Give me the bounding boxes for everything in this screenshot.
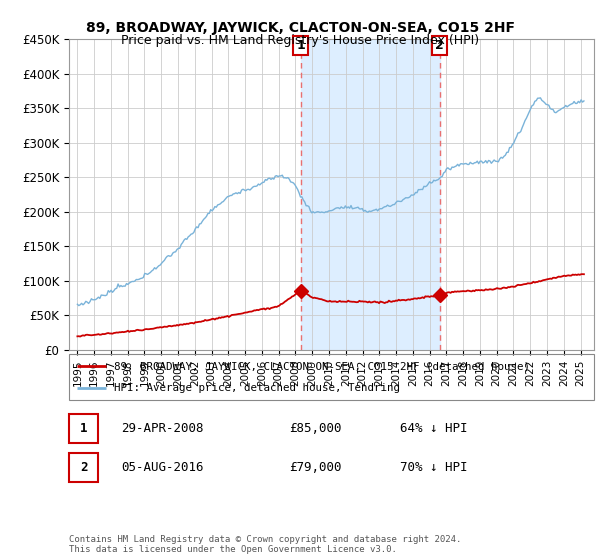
Text: 29-APR-2008: 29-APR-2008 xyxy=(121,422,204,435)
Text: 2: 2 xyxy=(436,39,444,52)
Text: 89, BROADWAY, JAYWICK, CLACTON-ON-SEA, CO15 2HF (detached house): 89, BROADWAY, JAYWICK, CLACTON-ON-SEA, C… xyxy=(113,361,530,371)
Text: Contains HM Land Registry data © Crown copyright and database right 2024.
This d: Contains HM Land Registry data © Crown c… xyxy=(69,535,461,554)
Text: 89, BROADWAY, JAYWICK, CLACTON-ON-SEA, CO15 2HF: 89, BROADWAY, JAYWICK, CLACTON-ON-SEA, C… xyxy=(86,21,515,35)
Text: £79,000: £79,000 xyxy=(290,461,342,474)
Text: 64% ↓ HPI: 64% ↓ HPI xyxy=(400,422,467,435)
Bar xyxy=(301,39,440,350)
Text: £85,000: £85,000 xyxy=(290,422,342,435)
Text: 05-AUG-2016: 05-AUG-2016 xyxy=(121,461,204,474)
Text: Price paid vs. HM Land Registry's House Price Index (HPI): Price paid vs. HM Land Registry's House … xyxy=(121,34,479,46)
Text: 1: 1 xyxy=(80,422,88,435)
Text: 70% ↓ HPI: 70% ↓ HPI xyxy=(400,461,467,474)
Text: 2: 2 xyxy=(80,461,88,474)
FancyBboxPatch shape xyxy=(69,414,98,442)
Text: HPI: Average price, detached house, Tendring: HPI: Average price, detached house, Tend… xyxy=(113,384,400,394)
Text: 1: 1 xyxy=(296,39,305,52)
FancyBboxPatch shape xyxy=(69,454,98,482)
